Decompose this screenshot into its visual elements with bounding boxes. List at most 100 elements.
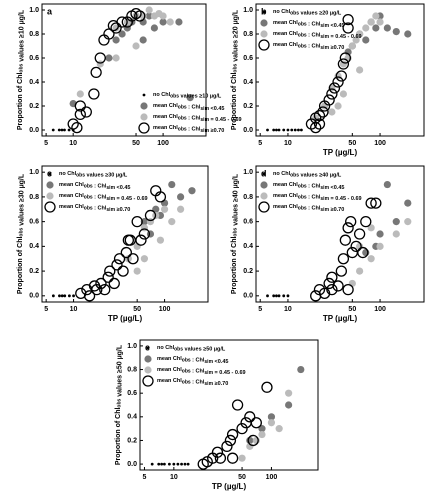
point [342,22,354,34]
legend-label: mean Chlobs : Chlsim <0.45 [273,20,344,29]
point [317,106,329,118]
x-axis-label: TP (µg/L) [108,314,143,323]
point [72,294,75,298]
point [345,215,357,228]
point [112,54,120,62]
point [60,294,64,298]
legend-label: mean Chlobs : Chlsim = 0.45 - 0.69 [273,193,362,202]
point [116,16,128,28]
y-tick-label: 0.6 [127,390,137,397]
y-tick-label: 0.2 [127,437,137,444]
point [67,294,71,298]
point [372,24,380,32]
legend-label: no Chlobs values ≥20 µg/L [273,9,342,17]
point [275,128,278,132]
point [342,13,354,26]
point [376,242,384,250]
point [157,462,161,466]
point [290,128,294,132]
point [83,290,96,302]
legend-marker [260,30,268,38]
x-tick-label: 10 [284,306,292,313]
legend-label: mean Chlobs : Chlsim = 0.45 - 0.69 [59,193,148,202]
point [74,100,86,112]
y-tick-label: 0.0 [29,293,39,300]
point [297,365,305,374]
y-axis-label: Proportion of Chlobs values ≥30 µg/L [17,173,26,294]
y-tick-label: 1.0 [127,343,137,350]
point [392,218,400,226]
x-tick-label: 50 [132,140,140,147]
point [90,66,102,79]
point [252,436,260,445]
point [339,234,351,246]
point [335,265,347,277]
point [96,60,104,68]
point [323,94,335,106]
y-tick-label: 0.6 [29,55,39,62]
legend-marker [262,172,266,176]
point [162,462,166,466]
y-axis-label: Proportion of Chlobs values ≥50 µg/L [115,344,124,465]
point [326,271,338,283]
point [335,70,347,82]
point [313,118,326,130]
point [57,128,61,132]
plot-frame [255,165,425,303]
legend-marker [146,346,150,350]
legend-label: mean Chlobs : Chlsim ≥0.70 [157,378,228,387]
y-tick-label: 0.0 [29,127,39,134]
plot-frame [41,165,209,303]
point [282,294,286,298]
point [113,253,126,265]
legend-label: mean Chlobs : Chlsim <0.45 [59,182,130,191]
point [383,180,391,189]
point [367,18,375,26]
y-tick-label: 0.6 [29,218,39,225]
x-tick-label: 10 [170,474,178,481]
point [367,255,375,263]
point [74,108,86,121]
x-tick-label: 10 [69,140,77,147]
point [58,294,61,298]
point [286,294,290,298]
point [131,215,143,228]
y-tick-label: 0.0 [127,461,137,468]
y-tick-label: 0.8 [29,31,39,38]
plot-frame [41,3,207,137]
point [60,128,64,132]
x-tick-label: 5 [143,474,147,481]
legend-marker [138,122,150,134]
point [140,255,148,263]
x-tick-label: 100 [157,140,169,147]
legend-label: no Chlobs values ≥40 µg/L [273,171,342,179]
point [376,18,384,26]
legend-label: mean Chlobs : Chlsim = 0.45 - 0.69 [157,367,246,376]
legend-label: mean Chlobs : Chlsim = 0.45 - 0.69 [153,114,242,123]
point [392,230,400,238]
point [236,422,248,435]
y-tick-label: 0.4 [243,243,253,250]
point [168,180,176,189]
point [392,28,400,36]
x-tick-label: 50 [238,474,246,481]
point [177,205,185,213]
point [63,128,66,132]
point [183,462,187,466]
y-tick-label: 0.2 [29,103,39,110]
legend-label: mean Chlobs : Chlsim ≥0.70 [273,42,344,51]
point [145,6,153,14]
point [224,434,237,447]
legend-label: mean Chlobs : Chlsim ≥0.70 [59,204,130,213]
legend-label: no Chlobs values ≥30 µg/L [59,171,128,179]
point [221,440,233,453]
point [67,128,71,132]
y-tick-label: 1.0 [243,169,253,176]
point [166,18,174,26]
point [102,271,114,283]
point [272,294,276,298]
point [348,42,356,50]
point [266,128,269,132]
point [168,218,176,226]
point [404,30,412,38]
